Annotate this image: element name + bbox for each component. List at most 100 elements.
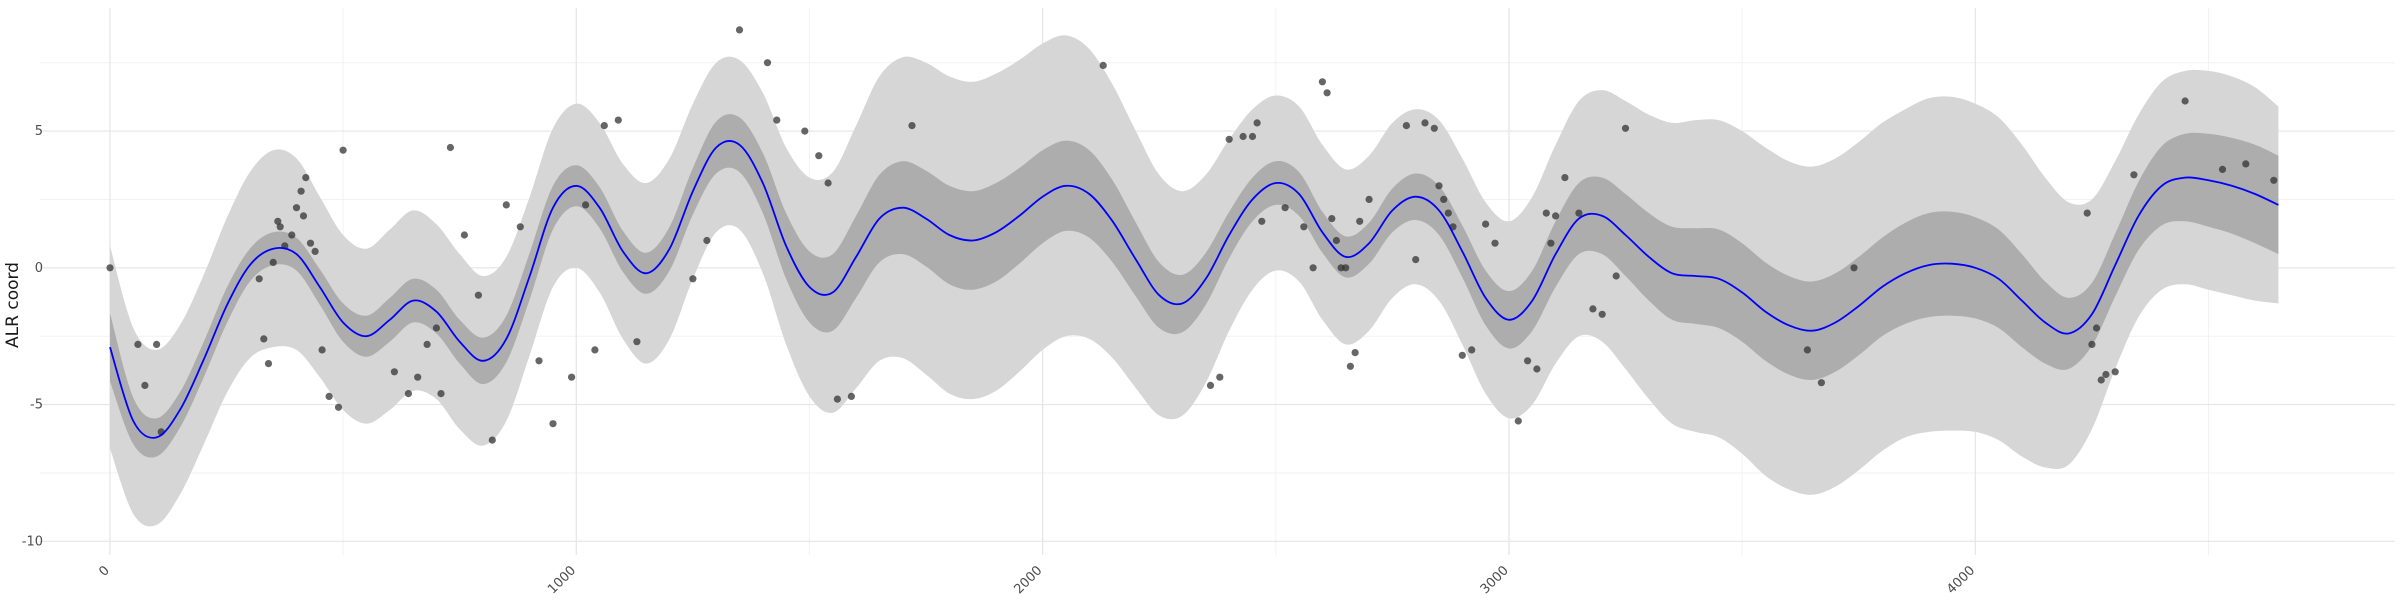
data-point <box>318 346 326 354</box>
data-point <box>1309 264 1317 272</box>
data-point <box>1300 223 1308 231</box>
y-tick-label: -10 <box>22 534 43 549</box>
data-point <box>2083 209 2091 217</box>
data-point <box>1850 264 1858 272</box>
data-point <box>325 392 333 400</box>
data-point <box>1524 357 1532 365</box>
data-point <box>1589 305 1597 313</box>
data-point <box>292 204 301 212</box>
data-point <box>141 381 149 389</box>
data-point <box>1346 362 1354 370</box>
data-point <box>582 201 590 209</box>
data-point <box>2097 376 2105 384</box>
data-point <box>1803 346 1811 354</box>
data-point <box>549 420 557 428</box>
data-point <box>815 152 823 160</box>
data-point <box>2102 370 2110 379</box>
data-point <box>306 239 315 247</box>
data-point <box>460 231 468 239</box>
data-point <box>1402 122 1410 130</box>
data-point <box>1099 61 1107 69</box>
data-point <box>474 291 482 299</box>
data-point <box>1458 351 1466 359</box>
data-point <box>833 395 842 403</box>
data-point <box>1430 124 1438 132</box>
data-point <box>1435 182 1443 190</box>
data-point <box>1482 220 1490 228</box>
y-tick-label: 5 <box>35 124 43 139</box>
data-point <box>106 264 114 272</box>
data-point <box>1332 236 1340 245</box>
data-point <box>1514 417 1522 425</box>
data-point <box>1561 174 1569 182</box>
data-point <box>1598 310 1606 318</box>
data-point <box>735 26 744 34</box>
data-point <box>1318 78 1326 86</box>
data-point <box>264 360 273 368</box>
data-point <box>302 174 310 182</box>
data-point <box>763 59 772 67</box>
data-point <box>153 340 161 348</box>
data-point <box>908 122 916 130</box>
data-point <box>600 122 608 130</box>
data-point <box>1206 381 1215 389</box>
y-axis-title: ALR coord <box>3 262 23 348</box>
data-point <box>488 436 496 444</box>
data-point <box>2130 171 2138 179</box>
data-point <box>633 338 641 346</box>
data-point <box>269 258 277 266</box>
data-point <box>1612 272 1620 280</box>
data-point <box>1365 195 1373 203</box>
data-point <box>404 390 412 398</box>
data-point <box>773 116 781 124</box>
y-axis-tick-labels: -10 -5 0 5 <box>22 124 43 549</box>
data-point <box>1444 209 1452 217</box>
data-point <box>1281 204 1289 212</box>
data-point <box>614 116 622 124</box>
data-point <box>339 146 347 154</box>
data-point <box>703 236 711 245</box>
data-point <box>1248 132 1257 141</box>
data-point <box>297 187 305 195</box>
data-point <box>1542 209 1550 217</box>
data-point <box>134 340 142 348</box>
data-point <box>299 212 308 220</box>
data-point <box>2218 165 2227 173</box>
data-point <box>2242 160 2250 168</box>
data-point <box>568 373 576 381</box>
data-point <box>1351 349 1359 357</box>
data-point <box>334 403 343 411</box>
data-point <box>1225 135 1233 143</box>
data-point <box>1328 215 1336 223</box>
data-point <box>689 275 697 283</box>
data-point <box>535 357 543 365</box>
data-point <box>824 179 832 187</box>
data-point <box>516 223 524 231</box>
data-point <box>260 335 268 343</box>
data-point <box>1216 373 1224 381</box>
data-point <box>437 390 445 398</box>
data-point <box>311 247 319 255</box>
data-point <box>2181 97 2189 105</box>
data-point <box>288 231 296 239</box>
data-point <box>1412 256 1420 264</box>
data-point <box>1575 209 1583 217</box>
data-point <box>1421 119 1429 127</box>
data-point <box>801 127 809 135</box>
data-point <box>276 223 284 231</box>
y-tick-label: -5 <box>30 398 43 413</box>
data-point <box>1621 124 1630 132</box>
data-point <box>1253 119 1261 127</box>
data-point <box>2092 324 2101 332</box>
data-point <box>255 275 263 283</box>
data-point <box>1239 132 1247 141</box>
data-point <box>446 143 454 152</box>
mean-curve <box>109 140 2279 439</box>
data-point <box>1817 379 1825 387</box>
data-point <box>1356 217 1364 225</box>
data-point <box>2270 176 2278 184</box>
data-point <box>1468 346 1476 354</box>
data-point <box>1491 239 1499 247</box>
data-point <box>2088 340 2096 348</box>
data-point <box>432 324 440 332</box>
